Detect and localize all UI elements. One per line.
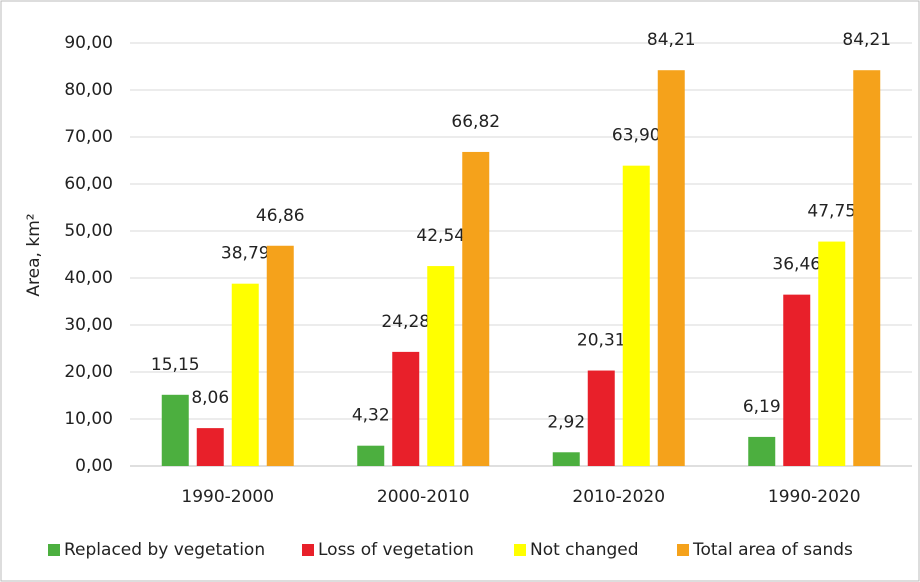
y-tick-label: 70,00 [64,127,113,147]
legend-label: Replaced by vegetation [64,540,265,560]
y-tick-label: 30,00 [64,315,113,335]
value-label: 66,82 [451,112,500,132]
value-label: 84,21 [647,30,696,50]
value-label: 42,54 [416,226,465,246]
x-tick-label: 2000-2010 [377,487,470,507]
y-tick-label: 40,00 [64,268,113,288]
value-label: 46,86 [256,206,305,226]
y-tick-label: 80,00 [64,80,113,100]
legend-swatch [677,544,689,556]
x-tick-label: 2010-2020 [572,487,665,507]
bar [783,294,811,466]
bar [357,445,385,466]
y-tick-label: 10,00 [64,409,113,429]
bar [818,241,846,466]
value-label: 36,46 [772,255,821,275]
value-label: 24,28 [381,312,430,332]
bar [748,436,776,466]
value-label: 15,15 [151,355,200,375]
y-tick-label: 60,00 [64,174,113,194]
legend-label: Not changed [530,540,639,560]
value-label: 4,32 [352,406,390,426]
x-tick-label: 1990-2000 [181,487,274,507]
bar [196,428,224,466]
value-label: 84,21 [842,30,891,50]
bar [266,245,294,466]
bar [853,70,881,466]
value-label: 8,06 [191,388,229,408]
value-label: 20,31 [577,331,626,351]
legend-label: Loss of vegetation [318,540,474,560]
bar [622,165,650,467]
value-label: 2,92 [547,412,585,432]
y-tick-label: 0,00 [75,456,113,476]
legend-swatch [48,544,60,556]
y-axis-label: Area, km² [24,213,44,296]
bar [392,351,420,466]
x-tick-label: 1990-2020 [768,487,861,507]
value-label: 47,75 [807,202,856,222]
y-tick-label: 50,00 [64,221,113,241]
value-label: 38,79 [221,244,270,264]
bar [231,283,259,466]
bar [587,370,615,466]
bar [552,452,580,466]
bar [161,394,189,466]
y-tick-label: 20,00 [64,362,113,382]
y-tick-label: 90,00 [64,33,113,53]
bar [427,266,455,466]
legend-swatch [302,544,314,556]
bar [657,70,685,466]
legend-swatch [514,544,526,556]
legend-label: Total area of sands [692,540,853,560]
bar [462,151,490,467]
value-label: 63,90 [612,126,661,146]
value-label: 6,19 [743,397,781,417]
